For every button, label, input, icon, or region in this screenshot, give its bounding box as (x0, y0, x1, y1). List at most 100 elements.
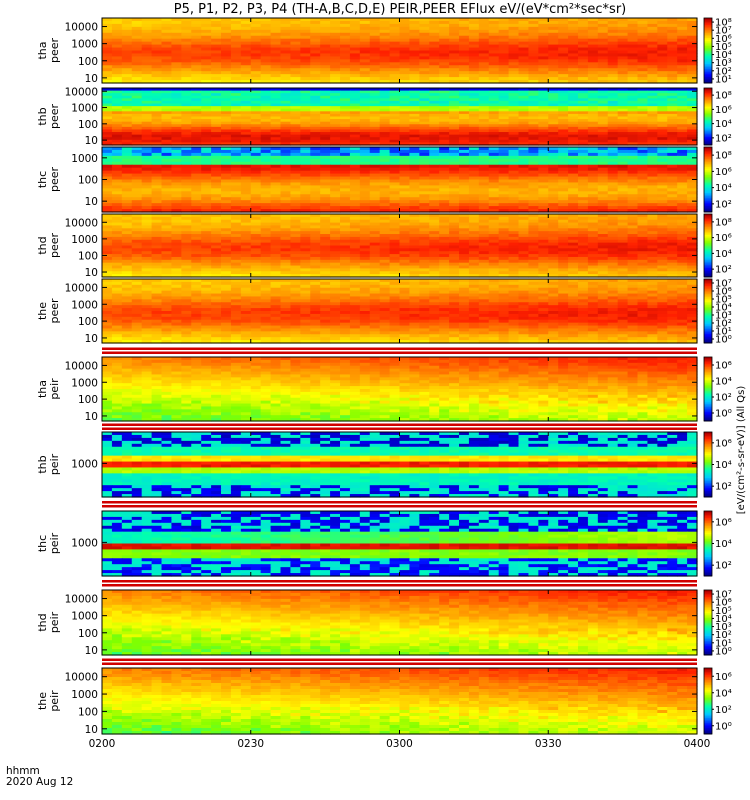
colorbar-tick-label: 10⁴ (715, 688, 732, 699)
colorbar-tick-label: 10⁶ (715, 438, 732, 449)
spectrogram-cells (102, 147, 698, 213)
colorbar-tick-label: 10⁴ (715, 119, 732, 130)
colorbar: 10² 10⁴ 10⁶ (703, 431, 732, 498)
y-tick-label: 10000 (65, 22, 98, 34)
y-tick-label: 10 (85, 333, 98, 345)
y-tick-label: 10000 (65, 594, 98, 606)
colorbar-tick-label: 10⁴ (715, 249, 732, 260)
time-tick-label: 0200 (89, 738, 116, 750)
panel-probe-label: tha (36, 41, 49, 59)
panel-separator (102, 347, 697, 354)
spectrogram-cells (102, 18, 698, 84)
y-tick-label: 100 (78, 394, 98, 406)
colorbar-tick-label: 10⁴ (715, 377, 732, 388)
panel-probe-label: thc (36, 171, 49, 188)
spectrogram-cells (102, 88, 698, 146)
colorbar-tick-label: 10² (715, 133, 732, 144)
colorbar-tick-label: 10² (715, 66, 732, 77)
colorbar-tick-label: 10² (715, 199, 732, 210)
y-tick-label: 100 (78, 316, 98, 328)
time-tick-label: 0330 (535, 738, 562, 750)
colorbar-tick-label: 10⁵ (715, 295, 732, 306)
panel-thc-peir: 1000 thc peir 10² 10⁴ 10⁶ (36, 510, 732, 577)
panel-thb-peir: 1000 thb peir 10² 10⁴ 10⁶ (36, 431, 732, 498)
colorbar-tick-label: 10² (715, 393, 732, 404)
y-tick-label: 1000 (71, 689, 98, 701)
y-tick-label: 1000 (71, 153, 98, 165)
y-tick-label: 10000 (65, 360, 98, 372)
colorbar-tick-label: 10⁶ (715, 361, 732, 372)
colorbar-label: [eV/(cm²-s-sr-eV)] (All Qs) (736, 386, 747, 515)
colorbar: 10² 10⁴ 10⁶ 10⁸ (703, 87, 732, 146)
colorbar-tick-label: 10⁶ (715, 233, 732, 244)
colorbar-tick-label: 10¹ (715, 638, 732, 649)
colorbar-tick-label: 10⁴ (715, 303, 732, 314)
panel-probe-label: thb (36, 107, 49, 125)
panel-species-label: peir (48, 453, 61, 475)
colorbar-tick-label: 10⁴ (715, 539, 732, 550)
colorbar-tick-label: 10² (715, 705, 732, 716)
colorbar-tick-label: 10⁴ (715, 614, 732, 625)
colorbar-tick-label: 10⁴ (715, 183, 732, 194)
colorbar-tick-label: 10⁶ (715, 287, 732, 298)
y-tick-label: 1000 (71, 234, 98, 246)
panel-probe-label: thd (36, 613, 49, 631)
spectrogram-cells (102, 214, 698, 278)
spectrogram-cells (102, 511, 698, 577)
colorbar-tick-label: 10³ (715, 58, 732, 69)
colorbar-tick-label: 10² (715, 561, 732, 572)
panel-species-label: peir (48, 378, 61, 400)
colorbar-tick-label: 10⁶ (715, 672, 732, 683)
colorbar-tick-label: 10⁷ (715, 26, 732, 37)
colorbar-tick-label: 10⁶ (715, 167, 732, 178)
colorbar-tick-label: 10⁸ (715, 217, 732, 228)
spectrogram-cells (102, 590, 698, 656)
y-tick-label: 10000 (65, 282, 98, 294)
y-tick-label: 10000 (65, 672, 98, 684)
colorbar-tick-label: 10² (715, 630, 732, 641)
panel-the-peir: 10 100 1000 10000 the peir 10⁰ 10² 10⁴ 10⁶ (36, 667, 732, 736)
panel-species-label: peir (48, 611, 61, 633)
y-tick-label: 10000 (65, 86, 98, 98)
y-tick-label: 1000 (71, 299, 98, 311)
y-tick-label: 100 (78, 175, 98, 187)
time-tick-label: 0230 (237, 738, 264, 750)
colorbar-tick-label: 10³ (715, 622, 732, 633)
colorbar-tick-label: 10⁸ (715, 151, 732, 162)
panel-probe-label: the (36, 692, 49, 710)
spectrogram-cells (102, 668, 698, 735)
panel-separator (102, 658, 697, 665)
y-tick-label: 1000 (71, 39, 98, 51)
figure-title: P5, P1, P2, P3, P4 (TH-A,B,C,D,E) PEIR,P… (174, 2, 627, 17)
panel-separator (102, 423, 697, 430)
panel-species-label: peir (48, 532, 61, 554)
y-tick-label: 1000 (71, 537, 98, 549)
y-tick-label: 100 (78, 706, 98, 718)
colorbar-tick-label: 10⁰ (715, 721, 732, 732)
colorbar-tick-label: 10⁸ (715, 18, 732, 29)
colorbar-tick-label: 10⁰ (715, 646, 732, 657)
colorbar-tick-label: 10⁷ (715, 590, 732, 601)
y-tick-label: 100 (78, 56, 98, 68)
colorbar-tick-label: 10¹ (715, 327, 732, 338)
colorbar-tick-label: 10⁸ (715, 91, 732, 102)
y-tick-label: 10 (85, 267, 98, 279)
y-tick-label: 10 (85, 411, 98, 423)
panel-probe-label: thd (36, 236, 49, 254)
panel-probe-label: tha (36, 380, 49, 398)
y-tick-label: 100 (78, 628, 98, 640)
colorbar-tick-label: 10⁵ (715, 606, 732, 617)
panel-species-label: peer (48, 104, 61, 130)
y-tick-label: 1000 (71, 611, 98, 623)
y-tick-label: 10000 (65, 217, 98, 229)
panel-tha-peir: 10 100 1000 10000 tha peir 10⁰ 10² 10⁴ 10⁶ (36, 356, 732, 423)
time-tick-label: 0300 (386, 738, 413, 750)
y-tick-label: 1000 (71, 103, 98, 115)
